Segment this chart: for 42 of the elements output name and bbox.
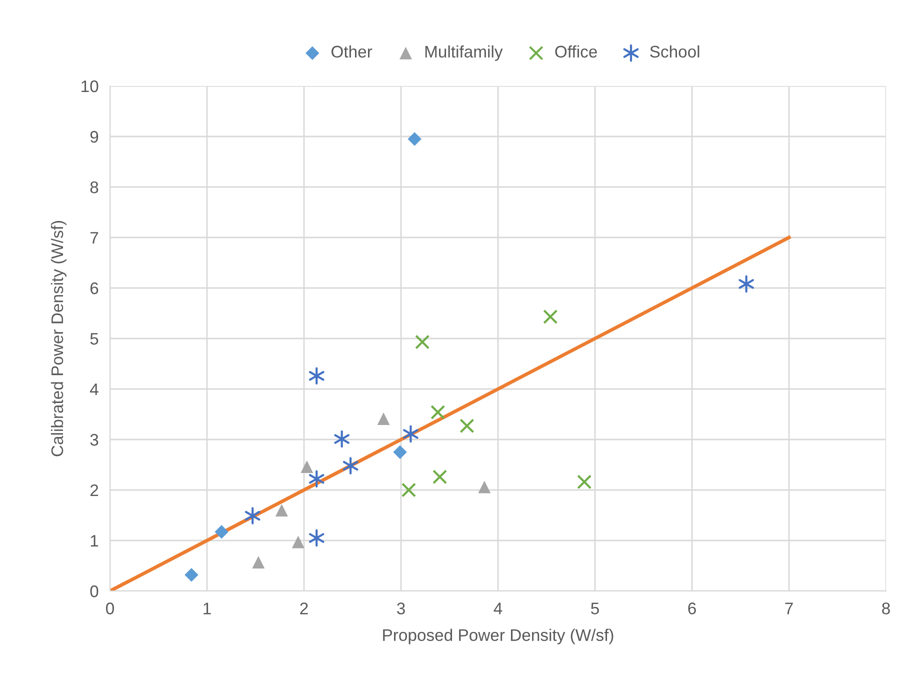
x-tick-label: 3	[397, 602, 405, 614]
point	[252, 556, 265, 568]
point	[577, 474, 592, 490]
x-tick-label: 5	[591, 602, 599, 614]
point	[292, 536, 304, 548]
point	[478, 480, 491, 494]
point	[214, 525, 228, 539]
y-tick-label: 9	[90, 130, 98, 143]
x-tick-label: 2	[300, 602, 308, 614]
point	[300, 460, 314, 474]
point	[432, 470, 448, 484]
point	[408, 132, 422, 146]
y-tick-label: 3	[90, 434, 98, 446]
x-tick-label: 1	[204, 602, 211, 614]
x-tick-label: 4	[494, 602, 502, 614]
x-axis-title: Proposed Power Density (W/sf)	[383, 628, 614, 644]
point	[460, 418, 474, 434]
point	[401, 482, 416, 498]
y-tick-label: 8	[90, 181, 98, 194]
x-tick-label: 0	[106, 602, 114, 614]
legend-label: Other	[331, 45, 372, 58]
y-axis-title: Calibrated Power Density (W/sf)	[50, 220, 66, 456]
legend-label: Multifamily	[425, 45, 503, 61]
point	[275, 504, 288, 516]
x-tick-label: 8	[882, 602, 890, 614]
y-tick-label: 4	[90, 384, 98, 396]
x-tick-label: 7	[785, 602, 793, 614]
y-tick-label: 7	[90, 232, 98, 244]
point	[377, 412, 390, 426]
y-tick-label: 0	[90, 585, 98, 598]
point	[184, 568, 198, 582]
x-tick-label: 6	[688, 602, 696, 614]
point	[393, 445, 407, 459]
legend-label: Office	[555, 45, 597, 58]
point	[430, 404, 446, 420]
y-tick-label: 2	[90, 484, 98, 496]
y-tick-label: 5	[90, 333, 98, 345]
point	[543, 309, 558, 324]
y-tick-label: 6	[90, 282, 98, 294]
y-tick-label: 1	[90, 535, 98, 547]
point	[415, 334, 430, 350]
y-tick-label: 10	[82, 80, 98, 92]
